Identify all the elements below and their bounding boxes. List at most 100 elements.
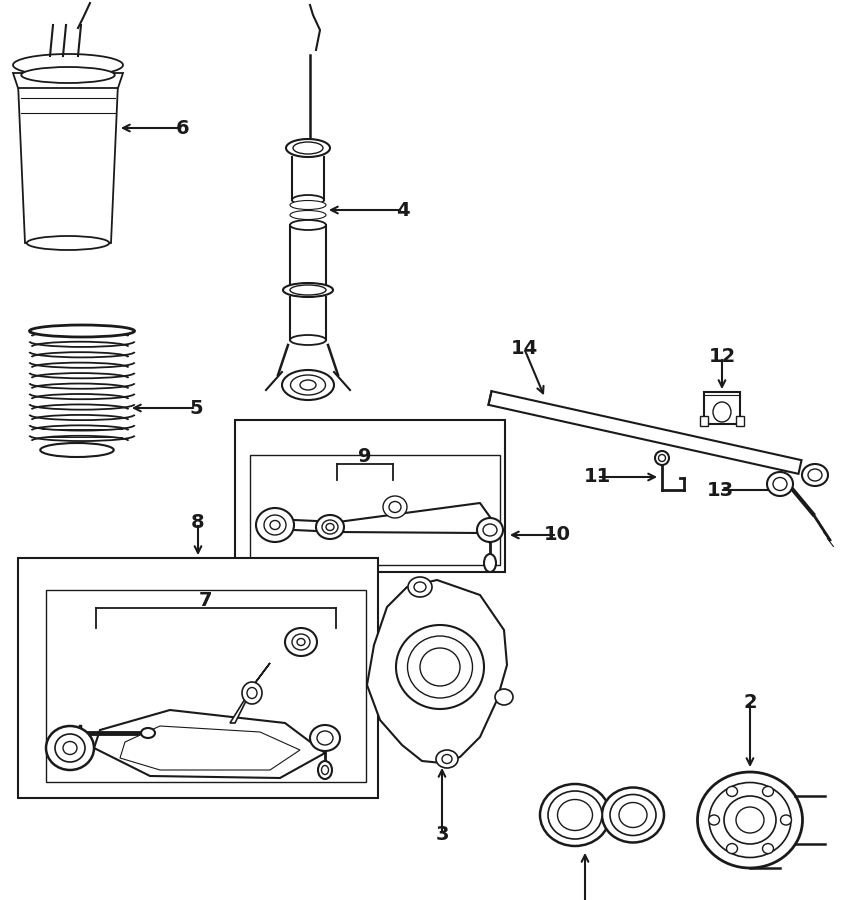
Bar bbox=[736, 416, 744, 426]
Ellipse shape bbox=[27, 236, 109, 250]
Ellipse shape bbox=[763, 843, 773, 853]
Ellipse shape bbox=[322, 520, 338, 534]
Ellipse shape bbox=[767, 472, 793, 496]
Text: 9: 9 bbox=[359, 446, 372, 465]
Text: 4: 4 bbox=[397, 201, 410, 220]
Ellipse shape bbox=[602, 788, 664, 842]
Polygon shape bbox=[230, 663, 270, 723]
Ellipse shape bbox=[724, 796, 776, 844]
Ellipse shape bbox=[41, 443, 114, 457]
Ellipse shape bbox=[293, 142, 323, 154]
Ellipse shape bbox=[283, 283, 333, 297]
Ellipse shape bbox=[29, 325, 135, 337]
Ellipse shape bbox=[264, 515, 286, 535]
Ellipse shape bbox=[442, 754, 452, 763]
Polygon shape bbox=[120, 726, 300, 770]
Ellipse shape bbox=[708, 815, 720, 825]
Ellipse shape bbox=[436, 750, 458, 768]
Ellipse shape bbox=[389, 501, 401, 512]
Ellipse shape bbox=[548, 791, 602, 839]
Ellipse shape bbox=[408, 577, 432, 597]
Ellipse shape bbox=[713, 402, 731, 422]
Bar bbox=[250, 455, 500, 565]
Ellipse shape bbox=[727, 787, 738, 796]
Ellipse shape bbox=[63, 742, 77, 754]
Ellipse shape bbox=[763, 787, 773, 796]
Ellipse shape bbox=[414, 582, 426, 592]
Ellipse shape bbox=[610, 795, 656, 835]
Ellipse shape bbox=[46, 726, 94, 770]
Bar bbox=[700, 416, 708, 426]
Ellipse shape bbox=[286, 139, 330, 157]
Ellipse shape bbox=[242, 682, 262, 704]
Text: 6: 6 bbox=[176, 119, 190, 138]
Ellipse shape bbox=[290, 211, 326, 220]
Ellipse shape bbox=[477, 518, 503, 542]
Ellipse shape bbox=[300, 380, 316, 390]
Ellipse shape bbox=[658, 454, 665, 462]
Ellipse shape bbox=[290, 285, 326, 295]
Ellipse shape bbox=[285, 628, 317, 656]
Ellipse shape bbox=[484, 554, 496, 572]
Text: 7: 7 bbox=[200, 590, 213, 609]
Bar bbox=[18, 558, 378, 798]
Text: 8: 8 bbox=[191, 514, 205, 533]
Ellipse shape bbox=[780, 815, 791, 825]
Text: 3: 3 bbox=[435, 825, 448, 844]
Ellipse shape bbox=[256, 508, 294, 542]
Ellipse shape bbox=[22, 67, 115, 83]
Ellipse shape bbox=[396, 625, 484, 709]
Ellipse shape bbox=[383, 496, 407, 518]
Text: 14: 14 bbox=[511, 338, 537, 357]
Ellipse shape bbox=[495, 689, 513, 705]
Ellipse shape bbox=[736, 807, 764, 833]
Ellipse shape bbox=[321, 766, 328, 775]
Ellipse shape bbox=[292, 634, 310, 650]
Text: 13: 13 bbox=[707, 481, 734, 500]
Ellipse shape bbox=[808, 469, 822, 481]
Polygon shape bbox=[13, 73, 123, 88]
Polygon shape bbox=[488, 392, 802, 473]
Polygon shape bbox=[367, 580, 507, 763]
Text: 11: 11 bbox=[583, 467, 611, 487]
Polygon shape bbox=[94, 710, 325, 778]
Ellipse shape bbox=[310, 725, 340, 751]
Ellipse shape bbox=[55, 734, 85, 762]
Text: 2: 2 bbox=[743, 692, 757, 712]
Ellipse shape bbox=[802, 464, 828, 486]
Text: 12: 12 bbox=[708, 347, 735, 366]
Polygon shape bbox=[18, 83, 118, 243]
Ellipse shape bbox=[316, 515, 344, 539]
Ellipse shape bbox=[141, 728, 155, 738]
Ellipse shape bbox=[292, 195, 324, 205]
Ellipse shape bbox=[773, 478, 787, 491]
Ellipse shape bbox=[317, 731, 333, 745]
Bar bbox=[704, 392, 740, 424]
Ellipse shape bbox=[13, 54, 123, 76]
Ellipse shape bbox=[297, 638, 305, 645]
Ellipse shape bbox=[290, 220, 326, 230]
Ellipse shape bbox=[326, 524, 334, 530]
Ellipse shape bbox=[247, 688, 257, 698]
Ellipse shape bbox=[290, 335, 326, 345]
Ellipse shape bbox=[619, 803, 647, 827]
Ellipse shape bbox=[727, 843, 738, 853]
Ellipse shape bbox=[318, 761, 332, 779]
Ellipse shape bbox=[709, 782, 791, 858]
Ellipse shape bbox=[290, 375, 326, 395]
Ellipse shape bbox=[540, 784, 610, 846]
Bar bbox=[235, 420, 505, 572]
Ellipse shape bbox=[697, 772, 803, 868]
Ellipse shape bbox=[420, 648, 460, 686]
Ellipse shape bbox=[655, 451, 669, 465]
Ellipse shape bbox=[282, 370, 334, 400]
Ellipse shape bbox=[290, 220, 326, 230]
Ellipse shape bbox=[270, 520, 280, 529]
Bar bbox=[46, 590, 366, 782]
Text: 10: 10 bbox=[543, 526, 570, 544]
Ellipse shape bbox=[483, 524, 497, 536]
Text: 5: 5 bbox=[189, 399, 203, 418]
Ellipse shape bbox=[408, 636, 473, 698]
Ellipse shape bbox=[557, 799, 593, 831]
Ellipse shape bbox=[290, 201, 326, 210]
